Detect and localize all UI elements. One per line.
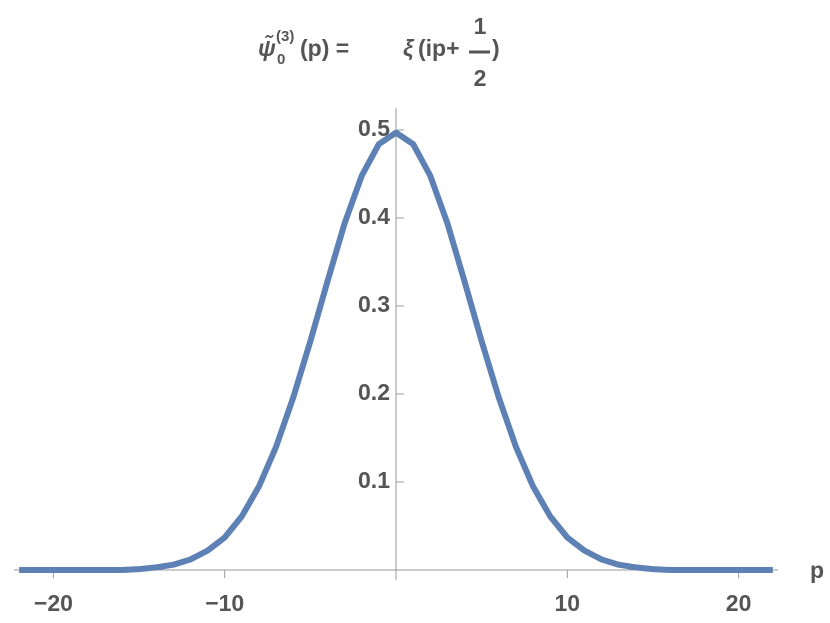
title-function: ξ [403,35,415,61]
y-tick-label: 0.1 [358,467,390,493]
x-axis-label: p [810,557,824,583]
title-open: (ip+ [418,35,460,61]
x-tick-label: 10 [555,590,581,616]
title-numerator: 1 [474,13,487,39]
x-tick-label: −10 [205,590,244,616]
title-superscript: (3) [276,28,294,45]
chart-title: ψ̃ 0 (3) (p) = ξ (ip+ 1 2 ) [258,13,500,91]
x-tick-label: 20 [726,590,752,616]
title-subscript: 0 [277,51,285,68]
x-tick-label: −20 [34,590,73,616]
data-line [19,129,773,573]
y-tick-label: 0.4 [358,203,390,229]
title-denominator: 2 [474,65,487,91]
title-symbol: ψ̃ [258,34,276,61]
y-tick-label: 0.3 [358,291,390,317]
title-close: ) [492,35,500,61]
y-tick-label: 0.2 [358,379,390,405]
title-argument: (p) = [300,35,356,61]
